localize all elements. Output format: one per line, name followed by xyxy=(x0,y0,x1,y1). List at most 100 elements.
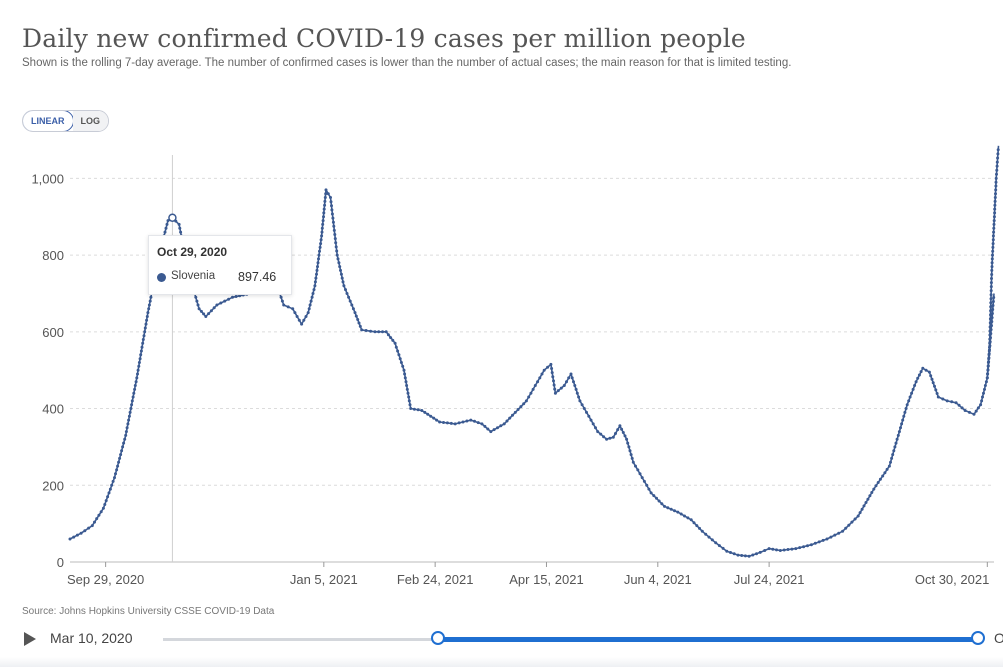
data-point xyxy=(332,228,336,232)
data-point xyxy=(992,215,996,219)
data-point xyxy=(139,349,143,353)
data-point xyxy=(551,375,555,379)
chart-subtitle: Shown is the rolling 7-day average. The … xyxy=(22,57,792,69)
x-tick-label: Apr 15, 2021 xyxy=(509,572,583,587)
data-point xyxy=(330,212,334,216)
data-point xyxy=(496,426,499,430)
data-point xyxy=(919,370,923,374)
data-point xyxy=(553,387,557,391)
linear-scale-button[interactable]: LINEAR xyxy=(23,111,74,131)
data-point xyxy=(992,222,996,226)
data-point xyxy=(963,409,967,412)
data-point xyxy=(991,249,995,253)
data-point xyxy=(393,341,397,345)
timeline-start-handle[interactable] xyxy=(431,631,445,645)
log-scale-button[interactable]: LOG xyxy=(72,111,108,131)
data-point xyxy=(868,494,872,498)
data-point xyxy=(132,391,136,395)
data-point xyxy=(989,309,993,313)
data-point xyxy=(163,230,167,234)
data-point xyxy=(142,334,146,338)
play-icon[interactable] xyxy=(24,632,36,646)
data-point xyxy=(197,307,201,311)
bottom-edge xyxy=(0,657,1003,667)
data-point xyxy=(695,524,699,528)
data-point xyxy=(347,295,351,299)
data-point xyxy=(79,531,83,535)
data-point xyxy=(505,419,509,423)
data-point xyxy=(899,426,902,430)
data-point xyxy=(988,325,992,329)
data-point xyxy=(476,421,480,425)
data-point xyxy=(982,391,985,395)
data-point xyxy=(550,371,554,375)
data-point xyxy=(324,192,328,196)
data-point xyxy=(710,538,714,542)
data-point xyxy=(992,230,996,234)
data-point xyxy=(354,314,358,318)
data-point xyxy=(149,295,153,299)
data-point xyxy=(445,421,449,425)
data-point xyxy=(409,407,413,410)
data-point xyxy=(630,456,634,460)
data-point xyxy=(991,245,995,249)
data-point xyxy=(227,297,231,301)
data-point xyxy=(585,410,588,414)
data-point xyxy=(700,529,704,533)
line-chart[interactable]: 0 200 400 600 800 1,000 Sep 29, 2020 Jan 5, 20… xyxy=(0,140,1003,590)
data-point xyxy=(990,268,994,272)
data-point xyxy=(124,433,128,437)
timeline-end-handle[interactable] xyxy=(971,631,985,645)
data-point xyxy=(396,349,400,353)
data-point xyxy=(802,545,806,549)
data-point xyxy=(148,299,152,303)
data-point xyxy=(318,249,321,253)
data-point xyxy=(513,410,517,414)
data-point xyxy=(806,544,809,548)
data-point xyxy=(97,513,101,517)
data-point xyxy=(420,409,424,412)
data-point xyxy=(905,403,909,407)
data-point xyxy=(933,384,936,388)
data-point xyxy=(618,424,622,428)
data-point xyxy=(736,553,740,557)
data-point xyxy=(683,514,686,518)
data-point xyxy=(87,526,91,530)
data-point xyxy=(314,276,318,280)
data-point xyxy=(83,529,87,533)
x-tick-label: Jan 5, 2021 xyxy=(290,572,358,587)
data-point xyxy=(740,554,744,557)
data-point xyxy=(992,296,996,299)
data-point xyxy=(897,430,901,434)
data-point xyxy=(625,437,629,441)
data-point xyxy=(924,368,928,372)
data-point xyxy=(313,284,317,288)
data-point xyxy=(120,449,124,453)
data-point xyxy=(901,418,905,422)
data-point xyxy=(429,414,433,418)
series-group xyxy=(68,145,1000,558)
data-point xyxy=(989,289,993,293)
highlight-point[interactable] xyxy=(168,213,177,222)
data-point xyxy=(338,265,342,269)
x-axis: Sep 29, 2020 Jan 5, 2021 Feb 24, 2021 Apr 1… xyxy=(67,562,989,587)
data-point xyxy=(407,395,411,399)
data-point xyxy=(340,276,344,280)
data-point xyxy=(334,241,338,245)
source-note[interactable]: Source: Johns Hopkins University CSSE CO… xyxy=(22,606,275,617)
data-point xyxy=(755,552,758,556)
x-tick-label: Oct 30, 2021 xyxy=(915,572,989,587)
timeline-selected-range[interactable] xyxy=(438,637,978,642)
data-point xyxy=(389,336,393,340)
data-point xyxy=(989,313,992,317)
data-point xyxy=(934,388,938,392)
data-point xyxy=(101,506,105,510)
data-point xyxy=(199,309,203,313)
tooltip-value: 897.46 xyxy=(238,270,277,284)
data-point xyxy=(123,437,127,441)
data-point xyxy=(412,407,416,411)
data-point xyxy=(435,418,439,422)
data-point xyxy=(223,299,227,303)
data-point xyxy=(473,419,476,423)
data-point xyxy=(989,305,993,309)
